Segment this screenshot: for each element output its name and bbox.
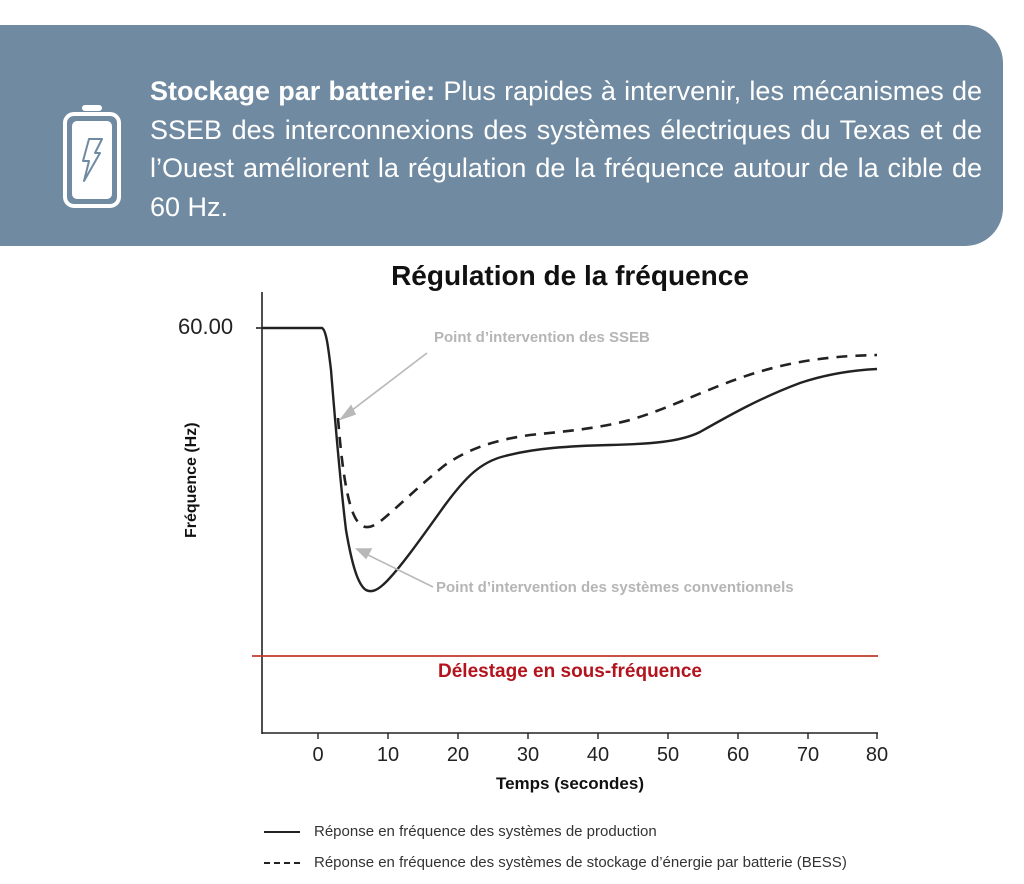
x-tick-40: 40	[586, 744, 610, 766]
threshold-label: Délestage en sous-fréquence	[438, 661, 702, 682]
chart-title: Régulation de la fréquence	[391, 260, 749, 291]
y-tick-60: 60.00	[178, 314, 234, 339]
x-tick-80: 80	[865, 744, 889, 766]
x-tick-20: 20	[446, 744, 470, 766]
legend-label: Réponse en fréquence des systèmes de pro…	[314, 823, 657, 840]
production-response-curve	[262, 326, 878, 593]
x-ticks	[317, 733, 878, 739]
annotation-arrows	[338, 352, 434, 588]
x-tick-30: 30	[516, 744, 540, 766]
y-axis-label: Fréquence (Hz)	[183, 422, 200, 538]
x-axis-label: Temps (secondes)	[495, 774, 644, 793]
legend-item-bess: Réponse en fréquence des systèmes de sto…	[262, 854, 847, 871]
x-tick-50: 50	[656, 744, 680, 766]
legend-dashed-line-icon	[262, 858, 302, 868]
x-tick-60: 60	[726, 744, 750, 766]
banner-body: Plus rapides à intervenir, les mécanisme…	[150, 76, 982, 222]
legend-label: Réponse en fréquence des systèmes de sto…	[314, 854, 847, 871]
legend-solid-line-icon	[262, 827, 302, 837]
annotation-bess: Point d’intervention des SSEB	[434, 329, 650, 346]
x-tick-70: 70	[796, 744, 820, 766]
legend-item-production: Réponse en fréquence des systèmes de pro…	[262, 823, 657, 840]
annotation-conventional: Point d’intervention des systèmes conven…	[436, 579, 794, 596]
x-tick-10: 10	[376, 744, 400, 766]
banner-text: Stockage par batterie: Plus rapides à in…	[150, 72, 982, 226]
banner-heading: Stockage par batterie:	[150, 76, 436, 106]
info-banner: Stockage par batterie: Plus rapides à in…	[0, 25, 1003, 246]
x-tick-0: 0	[312, 744, 324, 766]
bess-response-curve	[336, 353, 878, 529]
battery-charging-icon	[63, 105, 121, 208]
